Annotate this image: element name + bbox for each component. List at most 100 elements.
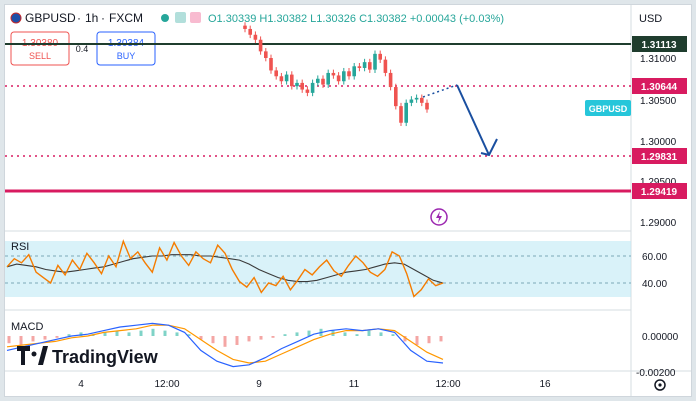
macd-histogram-bar (151, 328, 155, 336)
price-tick: 1.30500 (640, 96, 677, 107)
rsi-line (6, 239, 444, 298)
price-tick: 1.31000 (640, 54, 677, 65)
macd-histogram-bar (175, 332, 179, 336)
candle (409, 99, 414, 103)
candle (316, 78, 320, 83)
candle (368, 62, 372, 70)
trading-chart[interactable]: GBPUSD · 1h · FXCM O1.30339 H1.30382 L1.… (5, 5, 691, 396)
candle (326, 72, 330, 85)
candle (300, 82, 304, 90)
macd-histogram-bar (31, 336, 35, 342)
macd-histogram-bar (139, 330, 143, 336)
time-tick: 9 (256, 379, 262, 390)
candle (425, 102, 429, 110)
macd-histogram-bar (391, 334, 395, 336)
candle (269, 58, 273, 71)
interval-label[interactable]: 1h (85, 11, 98, 25)
candle (258, 39, 263, 52)
spread-value: 0.4 (76, 44, 89, 54)
candle (383, 59, 388, 73)
candle (279, 76, 284, 82)
macd-pane[interactable]: MACD 0.00000 -0.00200 (6, 321, 679, 379)
macd-histogram-bar (427, 336, 431, 344)
price-axis[interactable]: 1.31000 1.30500 1.30000 1.29500 1.29000 (640, 54, 677, 229)
macd-histogram-bar (187, 334, 191, 336)
sell-button[interactable]: 1.30380 SELL (10, 31, 70, 66)
rsi-tick-40: 40.00 (642, 279, 667, 290)
indicator-icon[interactable] (190, 12, 201, 23)
rsi-pane[interactable]: RSI 60.00 40.00 (5, 239, 667, 298)
candle (342, 71, 346, 82)
macd-histogram-bar (271, 336, 275, 338)
candle (310, 82, 315, 93)
macd-histogram-bar (379, 332, 383, 336)
candle (264, 51, 268, 58)
source-label: FXCM (109, 11, 143, 25)
candle (290, 74, 294, 87)
support-1-tag: 1.29831 (632, 148, 687, 164)
buy-label: BUY (117, 51, 136, 61)
current-price-tag: 1.30644 (632, 78, 687, 94)
chart-frame: GBPUSD · 1h · FXCM O1.30339 H1.30382 L1.… (4, 4, 692, 397)
macd-histogram-bar (211, 336, 215, 344)
alerts-icon[interactable] (175, 12, 186, 23)
macd-histogram-bar (343, 332, 347, 336)
lightning-event-icon[interactable] (430, 208, 448, 226)
candle (399, 106, 403, 123)
macd-histogram (7, 328, 443, 347)
candle (352, 66, 356, 77)
macd-histogram-bar (355, 334, 359, 336)
forecast-arrow[interactable] (422, 84, 498, 157)
settings-gear-icon[interactable] (654, 379, 666, 391)
svg-text:1.31113: 1.31113 (641, 40, 676, 51)
macd-histogram-bar (79, 332, 83, 336)
candle (248, 28, 252, 35)
macd-histogram-bar (295, 332, 299, 336)
macd-histogram-bar (415, 336, 419, 345)
candle (388, 72, 393, 88)
ohlc-readout: O1.30339 H1.30382 L1.30326 C1.30382 +0.0… (208, 13, 504, 25)
candle (295, 82, 299, 87)
time-tick: 4 (78, 379, 84, 390)
candle (357, 66, 362, 68)
buy-button[interactable]: 1.30384 BUY (96, 31, 156, 66)
title-separator-2: · (101, 11, 105, 25)
sell-label: SELL (29, 51, 51, 61)
svg-text:1.29419: 1.29419 (641, 187, 678, 198)
macd-histogram-bar (439, 336, 443, 342)
candle (331, 72, 336, 76)
candle (404, 102, 408, 123)
market-status-icon (161, 14, 169, 22)
resistance-tag: 1.31113 (632, 36, 687, 52)
macd-histogram-bar (55, 336, 59, 338)
candle (321, 78, 325, 85)
candle (420, 97, 424, 103)
time-tick: 12:00 (435, 379, 460, 390)
candle (274, 70, 278, 77)
time-tick: 16 (539, 379, 551, 390)
macd-tick-zero: 0.00000 (642, 332, 679, 343)
symbol-title[interactable]: GBPUSD (25, 11, 76, 25)
macd-tick-neg: -0.00200 (636, 368, 676, 379)
symbol-badge: GBPUSD (585, 100, 631, 116)
macd-histogram-bar (115, 330, 119, 336)
macd-histogram-bar (307, 330, 311, 336)
time-axis[interactable]: 4 12:00 9 11 12:00 16 (78, 379, 551, 390)
price-tick: 1.29500 (640, 177, 677, 188)
macd-histogram-bar (67, 334, 71, 336)
price-tick: 1.30000 (640, 137, 677, 148)
macd-histogram-bar (127, 332, 131, 336)
rsi-tick-60: 60.00 (642, 252, 667, 263)
currency-label[interactable]: USD (639, 13, 662, 25)
macd-title: MACD (11, 321, 43, 333)
macd-histogram-bar (367, 330, 371, 336)
svg-text:GBPUSD: GBPUSD (589, 104, 628, 114)
macd-histogram-bar (223, 336, 227, 347)
title-separator-1: · (77, 11, 81, 25)
candlestick-series (243, 22, 429, 127)
macd-histogram-bar (103, 332, 107, 336)
candle (284, 74, 289, 82)
time-tick: 11 (349, 379, 360, 390)
macd-histogram-bar (247, 336, 251, 342)
candle (347, 71, 351, 77)
